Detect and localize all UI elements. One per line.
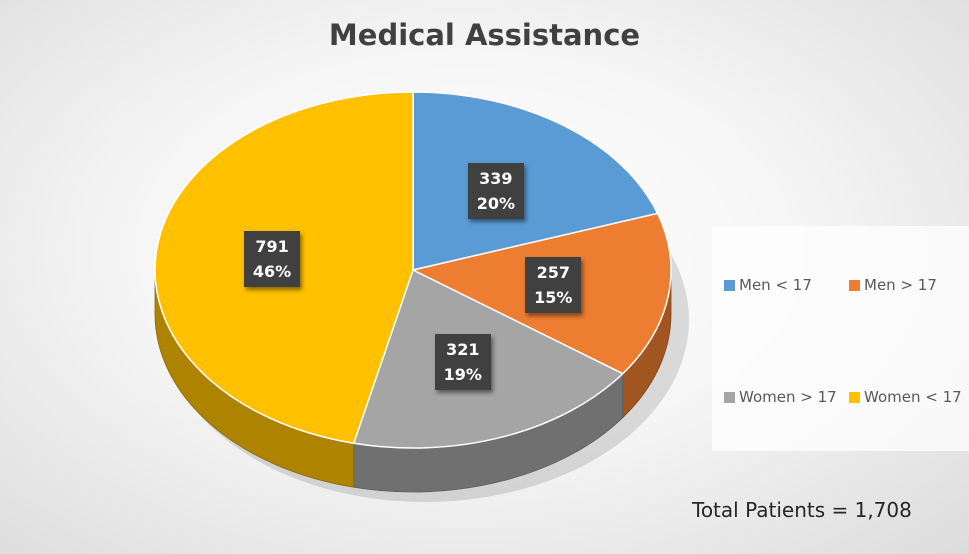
data-label-value: 321	[446, 339, 480, 359]
legend-label: Women < 17	[864, 388, 962, 406]
data-label-women-under-17: 791 46%	[244, 230, 301, 287]
chart-title: Medical Assistance	[328, 18, 641, 52]
legend-swatch	[724, 391, 735, 403]
data-label-value: 257	[536, 262, 571, 282]
total-patients-note: Total Patients = 1,708	[692, 498, 912, 522]
legend-label: Women > 17	[739, 388, 837, 406]
legend-item-men-under-17[interactable]: Men < 17	[724, 276, 812, 294]
legend-swatch	[849, 391, 860, 403]
data-label-percent: 46%	[252, 261, 292, 281]
data-label-men-under-17: 339 20%	[467, 162, 524, 219]
legend-item-men-over-17[interactable]: Men > 17	[849, 276, 937, 294]
data-label-women-over-17: 321 19%	[434, 333, 491, 390]
data-label-percent: 15%	[534, 287, 573, 307]
pie-top-faces	[154, 91, 672, 449]
data-label-percent: 19%	[443, 364, 482, 384]
legend-swatch	[849, 279, 860, 291]
pie-slice-men-under-17[interactable]	[412, 91, 659, 271]
data-label-men-over-17: 257 15%	[525, 256, 582, 313]
legend-swatch	[724, 279, 735, 291]
legend-label: Men < 17	[739, 276, 812, 294]
legend-item-women-over-17[interactable]: Women > 17	[724, 388, 837, 406]
data-label-value: 791	[255, 236, 289, 256]
legend-label: Men > 17	[864, 276, 937, 294]
data-label-value: 339	[479, 168, 513, 188]
data-label-percent: 20%	[476, 193, 515, 213]
legend: Men < 17 Men > 17 Women > 17 Women < 17	[712, 226, 969, 451]
legend-item-women-under-17[interactable]: Women < 17	[849, 388, 962, 406]
